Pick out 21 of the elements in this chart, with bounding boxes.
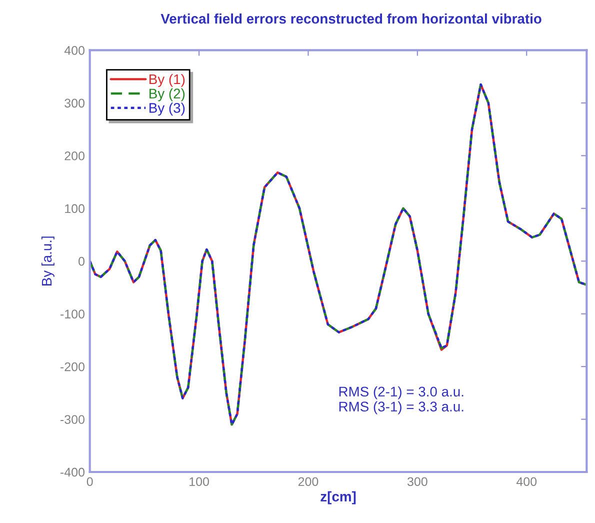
x-tick-label: 0	[86, 477, 93, 486]
y-tick-label: -300	[60, 415, 84, 424]
legend-label: By (2)	[150, 88, 185, 102]
x-tick-label: 100	[190, 477, 209, 486]
annotation: RMS (2-1) = 3.0 a.u. RMS (3-1) = 3.3 a.u.	[339, 386, 464, 414]
y-tick-label: 200	[64, 151, 84, 160]
x-tick-label: 400	[516, 477, 537, 486]
legend-label: By (3)	[150, 102, 185, 116]
x-tick-label: 300	[407, 477, 428, 486]
x-tick-label: 200	[298, 477, 318, 486]
y-tick-label: 100	[65, 204, 84, 214]
legend-label: By (1)	[150, 74, 185, 87]
chart-title: Vertical field errors reconstructed from horizontal vibratio	[160, 13, 542, 24]
y-tick-label: 0	[78, 256, 84, 266]
x-axis-title: z[cm]	[320, 491, 356, 504]
y-tick-label: -400	[60, 468, 84, 477]
y-tick-label: -200	[60, 362, 84, 372]
y-tick-label: 300	[64, 98, 84, 108]
y-tick-label: 400	[64, 46, 84, 55]
y-axis-title: By [a.u.]	[41, 236, 54, 286]
y-tick-label: -100	[60, 310, 84, 318]
